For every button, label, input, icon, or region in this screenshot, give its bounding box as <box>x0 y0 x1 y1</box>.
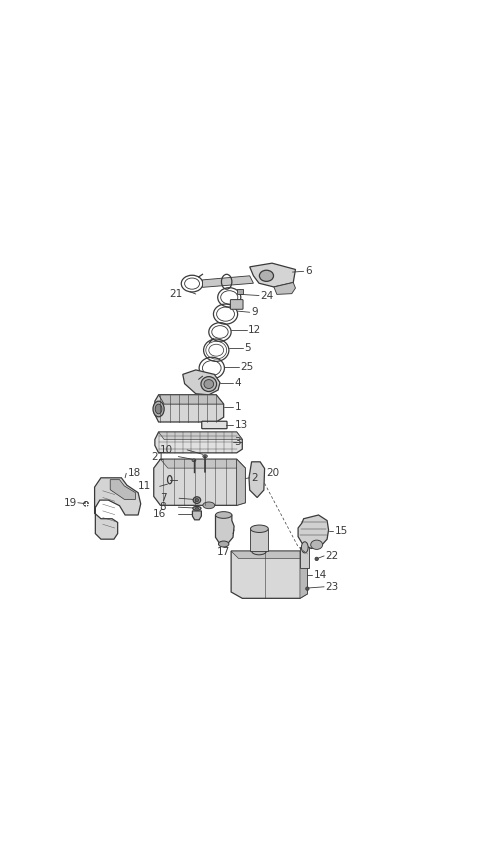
Polygon shape <box>155 395 224 422</box>
FancyBboxPatch shape <box>202 422 227 429</box>
FancyBboxPatch shape <box>230 299 243 309</box>
Text: 13: 13 <box>234 420 248 430</box>
Polygon shape <box>249 462 264 497</box>
Ellipse shape <box>216 512 232 518</box>
Polygon shape <box>250 263 296 287</box>
Polygon shape <box>216 515 234 544</box>
Ellipse shape <box>203 454 207 458</box>
Text: 19: 19 <box>64 497 77 507</box>
Ellipse shape <box>218 541 229 547</box>
Ellipse shape <box>311 540 323 550</box>
Polygon shape <box>155 432 242 453</box>
Ellipse shape <box>195 498 199 502</box>
Ellipse shape <box>193 497 201 503</box>
Ellipse shape <box>155 404 162 414</box>
Polygon shape <box>231 551 307 599</box>
Ellipse shape <box>84 502 88 506</box>
Text: 21: 21 <box>169 289 183 299</box>
FancyBboxPatch shape <box>238 289 243 293</box>
Text: 12: 12 <box>248 325 262 336</box>
FancyBboxPatch shape <box>300 547 309 568</box>
Ellipse shape <box>251 525 268 533</box>
Text: 24: 24 <box>260 291 274 300</box>
Ellipse shape <box>259 271 274 282</box>
FancyBboxPatch shape <box>251 529 268 551</box>
Text: 9: 9 <box>251 307 258 317</box>
Polygon shape <box>110 480 135 499</box>
Polygon shape <box>192 511 202 520</box>
Ellipse shape <box>252 547 266 555</box>
Text: 17: 17 <box>217 547 230 557</box>
Polygon shape <box>300 551 307 599</box>
Text: 4: 4 <box>234 378 241 388</box>
Ellipse shape <box>306 587 309 590</box>
Text: 8: 8 <box>159 502 166 513</box>
Polygon shape <box>158 432 242 439</box>
Ellipse shape <box>193 507 201 510</box>
Ellipse shape <box>204 379 214 389</box>
Text: 22: 22 <box>325 551 339 561</box>
Polygon shape <box>95 478 141 540</box>
Text: 20: 20 <box>266 468 279 478</box>
Ellipse shape <box>153 401 164 416</box>
Polygon shape <box>203 276 253 287</box>
Polygon shape <box>298 515 329 549</box>
Text: 25: 25 <box>240 362 253 372</box>
Text: 2: 2 <box>251 473 258 483</box>
Text: 10: 10 <box>160 445 173 455</box>
Ellipse shape <box>192 459 196 462</box>
Text: 15: 15 <box>335 526 348 535</box>
Text: 1: 1 <box>234 402 241 412</box>
Text: 23: 23 <box>325 582 339 592</box>
Text: 18: 18 <box>127 469 141 478</box>
Polygon shape <box>154 459 245 505</box>
Text: 16: 16 <box>152 509 166 519</box>
Text: 3: 3 <box>234 437 241 447</box>
Ellipse shape <box>315 557 318 561</box>
Ellipse shape <box>195 507 199 509</box>
Polygon shape <box>160 459 245 468</box>
Polygon shape <box>274 282 296 294</box>
Polygon shape <box>237 459 245 505</box>
Text: 5: 5 <box>244 343 251 353</box>
Polygon shape <box>231 551 307 559</box>
Text: 14: 14 <box>314 570 327 580</box>
Text: 6: 6 <box>305 266 312 277</box>
Ellipse shape <box>203 502 215 508</box>
Ellipse shape <box>201 377 216 391</box>
Text: 21: 21 <box>151 452 164 462</box>
Text: 11: 11 <box>137 481 151 491</box>
Ellipse shape <box>301 542 308 553</box>
Polygon shape <box>158 395 224 404</box>
Polygon shape <box>183 370 220 395</box>
Text: 7: 7 <box>160 493 167 503</box>
